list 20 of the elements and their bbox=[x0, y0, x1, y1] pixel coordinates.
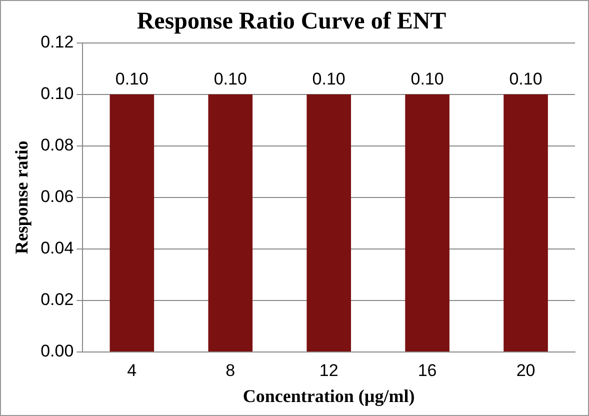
x-tick-label: 8 bbox=[226, 360, 236, 380]
y-tick-label: 0.12 bbox=[40, 32, 74, 52]
data-label: 0.10 bbox=[509, 70, 542, 89]
y-tick-label: 0.08 bbox=[40, 136, 74, 155]
x-tick-label: 20 bbox=[516, 360, 536, 380]
y-tick-label: 0.04 bbox=[40, 238, 74, 258]
y-tick-label: 0.00 bbox=[40, 342, 74, 361]
y-tick-label: 0.02 bbox=[40, 290, 74, 310]
x-tick-label: 12 bbox=[319, 360, 338, 380]
data-label: 0.10 bbox=[214, 70, 247, 89]
chart-title: Response Ratio Curve of ENT bbox=[136, 8, 446, 35]
y-axis-title: Response ratio bbox=[11, 140, 32, 254]
x-tick-label: 16 bbox=[418, 360, 437, 380]
y-tick-label: 0.10 bbox=[40, 84, 74, 104]
data-label: 0.10 bbox=[410, 70, 444, 89]
y-tick-label: 0.06 bbox=[40, 187, 74, 206]
data-label: 0.10 bbox=[312, 70, 346, 89]
x-tick-label: 4 bbox=[127, 360, 137, 380]
x-axis-title: Concentration (µg/ml) bbox=[242, 386, 415, 406]
data-label: 0.10 bbox=[115, 70, 148, 89]
